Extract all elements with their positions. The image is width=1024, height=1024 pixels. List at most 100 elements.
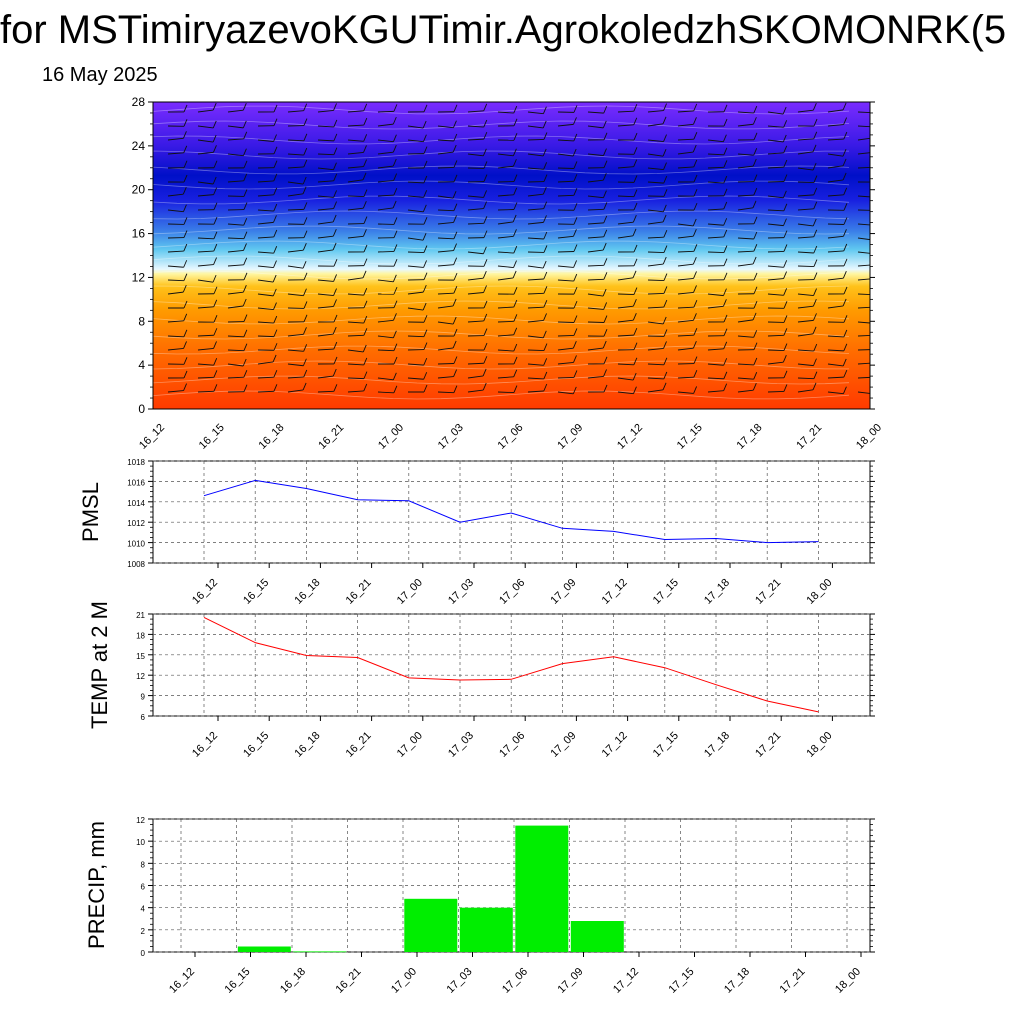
wind-barb	[467, 195, 484, 198]
wind-barb-feather	[362, 270, 367, 279]
wind-barb	[827, 179, 844, 183]
wind-barb-feather	[723, 118, 728, 127]
cross-section-panel: 0 4 8 12 16 20 24 28 16_12 16_15 16_18 16_21 17_00 1…	[132, 95, 884, 452]
wind-barb	[257, 279, 274, 283]
wind-barb	[197, 390, 214, 393]
wind-barb	[617, 391, 634, 395]
precip-bar	[459, 907, 513, 952]
temp-xtick-label: 17_21	[753, 730, 783, 760]
wind-barb-feather	[632, 215, 637, 223]
wind-barb	[587, 293, 604, 297]
wind-barb-feather	[513, 229, 517, 237]
pmsl-xtick-label: 17_18	[702, 577, 732, 607]
wind-barb	[527, 377, 544, 380]
wind-barb	[317, 348, 334, 351]
wind-barb-feather	[332, 242, 337, 251]
wind-barb	[407, 237, 424, 241]
wind-barb	[227, 335, 244, 338]
wind-barb-feather	[243, 257, 248, 265]
wind-barb-feather	[513, 202, 518, 210]
wind-barb	[467, 320, 484, 323]
wind-barb-feather	[183, 104, 188, 113]
wind-barb	[677, 223, 694, 227]
wind-barb-feather	[393, 134, 397, 142]
wind-barb-feather	[363, 258, 368, 266]
wind-barb	[707, 139, 724, 143]
wind-barb	[437, 151, 454, 155]
wind-barb	[227, 349, 244, 352]
wind-barb	[797, 236, 814, 239]
wind-barb-feather	[573, 260, 577, 268]
wind-barb	[557, 139, 574, 142]
wind-barb-feather	[874, 175, 877, 182]
wind-barb-feather	[842, 172, 847, 181]
wind-barb	[707, 236, 724, 239]
wind-barb	[227, 138, 244, 141]
wind-barb	[167, 348, 184, 351]
wind-barb	[407, 209, 424, 213]
wind-barb-feather	[783, 159, 788, 168]
wind-barb	[647, 110, 664, 113]
xsec-xtick-label: 16_21	[316, 422, 346, 452]
wind-barb-feather	[213, 160, 218, 168]
wind-barb	[557, 279, 574, 282]
wind-barb	[407, 181, 424, 184]
cross-section-field	[153, 102, 870, 409]
wind-barb-feather	[723, 341, 728, 349]
wind-barb	[827, 194, 844, 197]
xsec-xtick-label: 17_21	[794, 422, 824, 452]
wind-barb	[767, 251, 784, 253]
wind-barb-feather	[393, 259, 398, 267]
wind-barb	[767, 334, 784, 337]
wind-barb	[797, 349, 814, 352]
wind-barb	[347, 124, 364, 127]
wind-barb	[257, 180, 274, 183]
temp-xtick-label: 17_03	[446, 730, 476, 760]
wind-barb	[347, 277, 364, 281]
wind-barb-feather	[482, 270, 487, 279]
wind-barb	[407, 335, 424, 338]
precip-ytick-label: 2	[141, 927, 146, 936]
wind-barb	[857, 264, 870, 267]
contour-line	[153, 195, 850, 205]
wind-barb-feather	[663, 299, 668, 308]
wind-barb-feather	[513, 299, 518, 308]
wind-barb	[527, 390, 544, 393]
wind-barb-feather	[602, 120, 607, 129]
wind-barb-feather	[213, 299, 218, 307]
wind-barb-feather	[573, 315, 578, 323]
wind-barb-feather	[842, 149, 847, 157]
wind-barb-feather	[573, 188, 578, 196]
wind-barb-feather	[422, 302, 427, 311]
wind-barb-feather	[183, 329, 188, 337]
wind-barb-feather	[392, 144, 397, 153]
wind-barb-feather	[842, 358, 847, 367]
wind-barb	[317, 167, 334, 171]
wind-barb-feather	[303, 103, 308, 111]
wind-barb	[287, 110, 304, 113]
wind-barb	[647, 321, 664, 325]
wind-barb-feather	[303, 369, 308, 378]
precip-xtick-label: 16_12	[167, 966, 197, 996]
wind-barb-feather	[753, 357, 758, 366]
wind-barb-feather	[303, 118, 308, 126]
wind-barb-feather	[752, 117, 757, 125]
wind-barb	[227, 109, 244, 113]
wind-barb-feather	[783, 230, 788, 238]
wind-barb-feather	[782, 134, 787, 143]
wind-barb	[497, 194, 514, 197]
wind-barb	[197, 348, 214, 351]
wind-barb	[557, 235, 574, 239]
wind-barb	[767, 293, 784, 296]
wind-barb	[737, 111, 754, 114]
wind-barb-feather	[633, 386, 637, 394]
wind-barb-feather	[333, 274, 337, 282]
wind-barb-feather	[423, 384, 428, 393]
wind-barb-feather	[753, 272, 758, 281]
pmsl-xtick-label: 17_15	[651, 577, 681, 607]
wind-barb-feather	[423, 146, 428, 154]
wind-barb-feather	[603, 148, 607, 156]
wind-barb-feather	[782, 106, 787, 115]
wind-barb	[587, 222, 604, 225]
wind-barb-feather	[243, 217, 248, 226]
